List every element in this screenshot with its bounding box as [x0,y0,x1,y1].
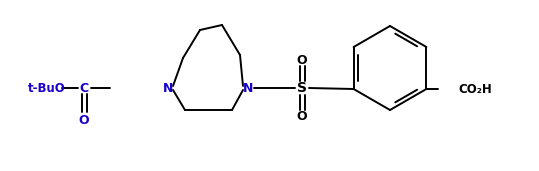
Text: N: N [163,82,173,95]
Text: O: O [296,109,307,122]
Text: S: S [297,81,307,95]
Text: O: O [296,54,307,67]
Text: O: O [79,114,89,127]
Text: CO₂H: CO₂H [458,82,492,95]
Text: N: N [243,82,253,95]
Text: C: C [79,82,88,95]
Text: t-BuO: t-BuO [28,82,66,95]
